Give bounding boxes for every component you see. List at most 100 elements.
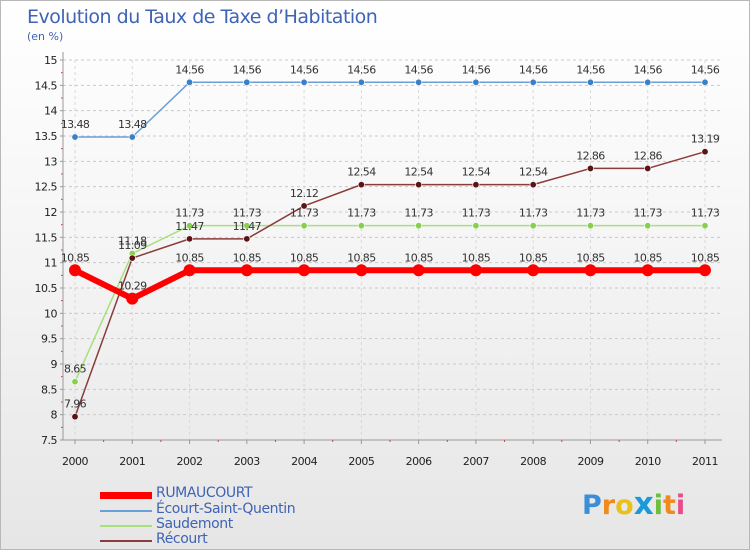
data-label: 13.48 bbox=[61, 118, 90, 131]
legend-swatch bbox=[100, 525, 152, 527]
logo-letter: o bbox=[615, 490, 634, 521]
series-lines bbox=[69, 78, 711, 421]
data-label: 10.85 bbox=[61, 251, 90, 264]
data-label: 14.56 bbox=[462, 63, 491, 76]
data-label: 11.47 bbox=[175, 220, 204, 233]
data-label: 11.18 bbox=[118, 235, 147, 248]
data-point bbox=[701, 78, 709, 86]
data-point bbox=[357, 181, 365, 189]
data-point bbox=[641, 264, 654, 277]
logo-letter: i bbox=[653, 490, 663, 521]
legend-swatch bbox=[100, 540, 152, 542]
y-tick-label: 8.5 bbox=[41, 383, 57, 396]
series-line-2 bbox=[74, 224, 705, 383]
data-label: 11.73 bbox=[691, 207, 720, 220]
data-point bbox=[186, 222, 194, 230]
data-label: 12.86 bbox=[633, 149, 662, 162]
axes bbox=[60, 52, 722, 444]
legend-swatch bbox=[100, 510, 152, 512]
data-point bbox=[71, 378, 79, 386]
data-label: 10.85 bbox=[462, 251, 491, 264]
series-line-1 bbox=[75, 81, 705, 138]
data-label: 14.56 bbox=[691, 63, 720, 76]
x-tick-labels: 2000 2001 2002 2003 2004 2005 2006 2007 2008 2009… bbox=[62, 455, 719, 468]
data-label: 11.47 bbox=[233, 220, 262, 233]
data-label: 7.96 bbox=[64, 398, 87, 411]
y-tick-label: 9.5 bbox=[41, 333, 57, 346]
x-tick-label: 2000 bbox=[62, 455, 88, 468]
data-label: 11.09 bbox=[118, 239, 147, 252]
data-point bbox=[472, 181, 480, 189]
chart-unit-label: (en %) bbox=[27, 30, 64, 43]
data-point bbox=[128, 254, 136, 262]
data-label: 14.56 bbox=[175, 63, 204, 76]
y-tick-label: 9 bbox=[51, 358, 58, 371]
x-tick-label: 2008 bbox=[520, 455, 546, 468]
data-point bbox=[300, 202, 308, 210]
proxiti-logo: Proxiti bbox=[582, 486, 685, 522]
x-tick-label: 2010 bbox=[635, 455, 661, 468]
data-label: 10.85 bbox=[633, 251, 662, 264]
data-label: 12.86 bbox=[576, 149, 605, 162]
data-point bbox=[126, 292, 139, 305]
data-point bbox=[527, 264, 540, 277]
data-point bbox=[415, 78, 423, 86]
data-point bbox=[357, 78, 365, 86]
data-label: 11.73 bbox=[462, 207, 491, 220]
y-tick-label: 11 bbox=[44, 257, 57, 270]
data-point bbox=[243, 222, 251, 230]
legend-label: Saudemont bbox=[156, 516, 233, 532]
logo-letter: i bbox=[675, 490, 686, 521]
x-tick-label: 2007 bbox=[463, 455, 489, 468]
data-label: 11.73 bbox=[633, 207, 662, 220]
data-point bbox=[529, 222, 537, 230]
x-tick-label: 2003 bbox=[234, 455, 260, 468]
series-line-3 bbox=[74, 150, 706, 417]
data-point bbox=[300, 222, 308, 230]
data-label: 11.73 bbox=[404, 207, 433, 220]
data-point bbox=[586, 78, 594, 86]
logo-letter: r bbox=[601, 490, 616, 521]
y-tick-label: 11.5 bbox=[35, 231, 58, 244]
data-label: 14.56 bbox=[519, 63, 548, 76]
data-point bbox=[529, 181, 537, 189]
y-tick-labels: 7.5 8 8.5 9 9.5 10 10.5 11 11.5 12 12.5 13 13.5 14 14.… bbox=[35, 54, 59, 447]
y-tick-label: 13 bbox=[44, 155, 57, 168]
logo-letter: t bbox=[662, 490, 676, 521]
data-label: 10.85 bbox=[347, 251, 376, 264]
data-point bbox=[357, 222, 365, 230]
y-tick-label: 10 bbox=[44, 307, 57, 320]
data-label: 10.29 bbox=[118, 280, 147, 293]
chart-title: Evolution du Taux de Taxe d’Habitation bbox=[27, 6, 378, 28]
data-point bbox=[472, 222, 480, 230]
data-point bbox=[240, 264, 253, 277]
data-point bbox=[412, 264, 425, 277]
data-label: 8.65 bbox=[64, 363, 87, 376]
data-point bbox=[586, 222, 594, 230]
data-label: 10.85 bbox=[404, 251, 433, 264]
data-point bbox=[243, 235, 251, 243]
data-label: 10.85 bbox=[233, 251, 262, 264]
y-tick-label: 15 bbox=[44, 54, 57, 67]
data-label: 10.85 bbox=[691, 251, 720, 264]
data-label: 10.85 bbox=[576, 251, 605, 264]
data-point bbox=[644, 164, 652, 172]
data-label: 10.85 bbox=[175, 251, 204, 264]
data-point bbox=[298, 264, 311, 277]
data-label: 14.56 bbox=[404, 63, 433, 76]
data-label: 10.85 bbox=[290, 251, 319, 264]
data-point bbox=[701, 148, 709, 156]
data-point bbox=[128, 133, 136, 141]
data-label: 14.56 bbox=[347, 63, 376, 76]
x-tick-label: 2002 bbox=[177, 455, 203, 468]
data-label: 12.12 bbox=[290, 187, 319, 200]
data-label: 12.54 bbox=[519, 166, 548, 179]
data-label: 11.73 bbox=[175, 207, 204, 220]
data-label: 13.19 bbox=[691, 133, 720, 146]
data-label: 14.56 bbox=[576, 63, 605, 76]
data-point bbox=[69, 264, 81, 277]
logo-letter: P bbox=[582, 490, 602, 521]
logo-letter: x bbox=[633, 486, 654, 522]
data-point bbox=[183, 264, 196, 277]
